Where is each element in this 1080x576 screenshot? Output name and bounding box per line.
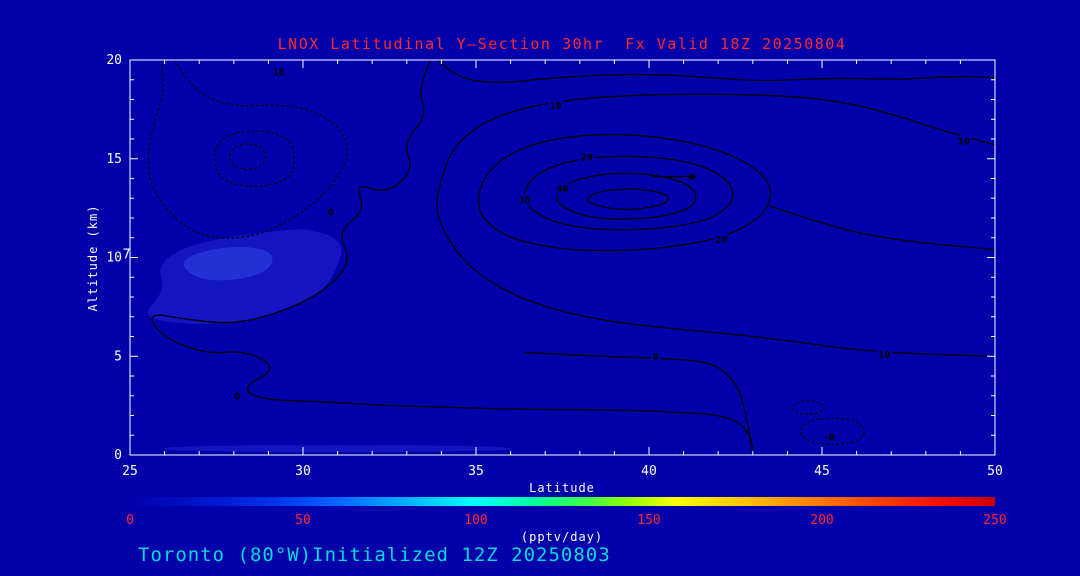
colorbar-tick-label: 200 xyxy=(810,513,833,528)
contour-line-10 xyxy=(436,93,995,357)
x-tick-label: 30 xyxy=(295,464,311,479)
fill-region xyxy=(183,246,273,281)
colorbar-units-label: (pptv/day) xyxy=(521,530,603,544)
colorbar-tick-label: 0 xyxy=(126,513,134,528)
colorbar-tick-label: 150 xyxy=(637,513,660,528)
ticks xyxy=(129,59,996,456)
contour-line-10 xyxy=(147,60,348,239)
colorbar-tick-label: 100 xyxy=(464,513,487,528)
footer-annotation: Toronto (80°W)Initialized 12Z 20250803 xyxy=(138,544,611,566)
colorbar xyxy=(130,497,995,506)
fill-layer xyxy=(147,229,511,453)
point-annotation: 7 xyxy=(123,248,131,263)
y-axis-label: Altitude (km) xyxy=(86,205,100,312)
contour-label: 0 xyxy=(653,352,659,363)
contour-label: 0 xyxy=(234,391,240,402)
contour-label: 10 xyxy=(550,101,562,112)
x-tick-label: 40 xyxy=(641,464,657,479)
contour-label: 10 xyxy=(273,67,285,78)
contour-line-20 xyxy=(769,205,995,251)
contour-line-0 xyxy=(523,351,754,450)
contour-line-20 xyxy=(214,130,295,188)
contour-label: 20 xyxy=(581,152,593,163)
contour-line-30 xyxy=(524,155,734,231)
x-tick-label: 25 xyxy=(122,464,138,479)
contour-label: 10 xyxy=(878,350,890,361)
colorbar-tick-label: 50 xyxy=(295,513,311,528)
contour-line-0 xyxy=(151,60,754,455)
contour-label: 0 xyxy=(328,208,334,219)
y-tick-label: 15 xyxy=(106,152,122,167)
contour-label: 20 xyxy=(716,235,728,246)
y-tick-label: 5 xyxy=(114,349,122,364)
chart-title: LNOX Latitudinal Y—Section 30hr Fx Valid… xyxy=(278,35,847,53)
fill-region xyxy=(164,445,511,453)
contour-line-50 xyxy=(587,188,669,211)
x-tick-label: 35 xyxy=(468,464,484,479)
x-axis-label: Latitude xyxy=(529,481,595,495)
y-tick-label: 0 xyxy=(114,448,122,463)
y-tick-label: 10 xyxy=(106,251,122,266)
contour-label: 40 xyxy=(556,184,568,195)
flow-arrow-head xyxy=(689,173,698,181)
contour-line-0 xyxy=(791,400,825,415)
x-tick-label: 50 xyxy=(987,464,1003,479)
colorbar-tick-label: 250 xyxy=(983,513,1006,528)
contour-line-20 xyxy=(477,133,772,252)
contour-line-0 xyxy=(799,417,866,446)
contour-label: 10 xyxy=(958,136,970,147)
contour-label: 30 xyxy=(518,196,530,207)
contour-line-30 xyxy=(229,143,267,171)
contour-label: -0 xyxy=(823,433,835,444)
y-tick-label: 20 xyxy=(106,53,122,68)
contour-line-0 xyxy=(437,60,995,83)
contour-line-40 xyxy=(556,172,697,220)
x-tick-label: 45 xyxy=(814,464,830,479)
contour-layer xyxy=(147,60,995,455)
